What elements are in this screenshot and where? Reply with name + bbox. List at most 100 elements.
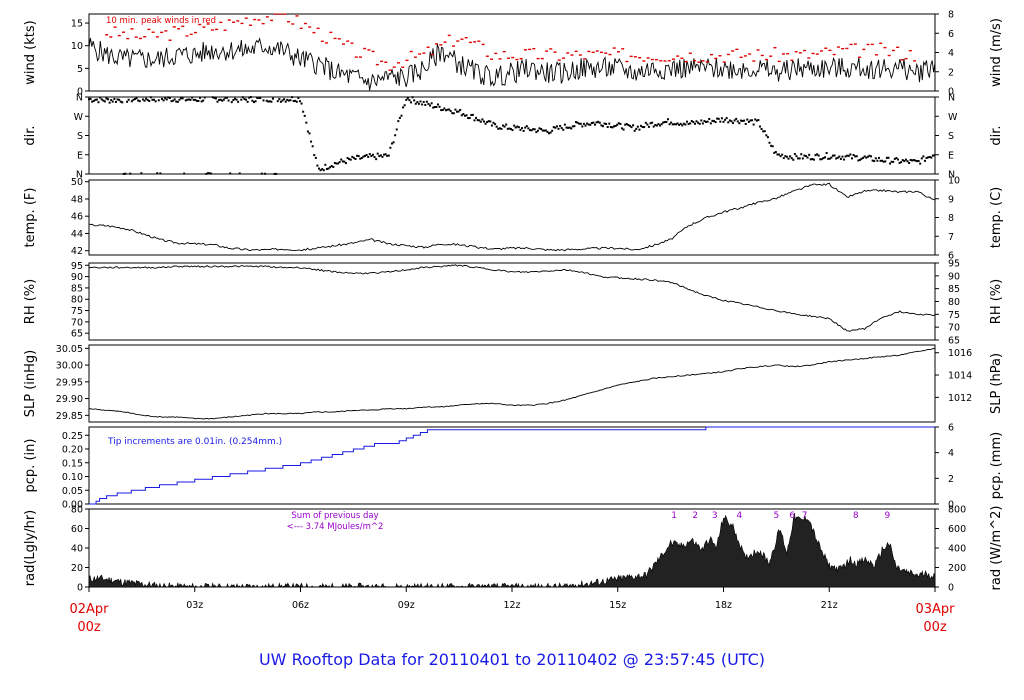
direction-point: [906, 160, 909, 163]
direction-point: [698, 122, 701, 125]
direction-point: [241, 96, 244, 99]
wind-peak-mark: [616, 51, 620, 53]
temperature-left-tick-label: 48: [71, 194, 83, 205]
direction-point: [752, 123, 755, 126]
wind-peak-mark: [143, 36, 147, 38]
direction-point: [536, 129, 539, 132]
direction-point: [335, 162, 338, 165]
wind-peak-mark: [777, 60, 781, 63]
direction-point: [565, 126, 568, 129]
direction-point: [646, 123, 649, 126]
wind-peak-mark: [667, 60, 671, 62]
precipitation-left-tick-label: 0.15: [62, 458, 83, 469]
direction-point: [725, 117, 728, 120]
direction-point: [129, 172, 132, 175]
direction-point: [806, 156, 809, 159]
direction-point: [257, 96, 260, 99]
wind-peak-mark: [299, 27, 303, 30]
direction-point: [337, 162, 340, 165]
footer-title: UW Rooftop Data for 20110401 to 20110402…: [258, 650, 766, 669]
direction-point: [720, 117, 723, 120]
wind-peak-mark: [363, 47, 367, 50]
wind-peak-mark: [523, 49, 527, 51]
wind-peak-mark: [655, 58, 659, 61]
wind-peak-mark: [320, 40, 324, 43]
wind-peak-mark: [236, 20, 240, 22]
wind-peak-mark: [265, 16, 269, 18]
wind-peak-mark: [891, 49, 895, 52]
wind-peak-mark: [638, 56, 642, 59]
direction-point: [874, 157, 877, 160]
wind-left-tick-label: 15: [71, 19, 83, 30]
direction-point: [124, 172, 127, 175]
wind-peak-mark: [735, 48, 739, 51]
direction-point: [279, 100, 282, 103]
wind-peak-mark: [177, 28, 181, 30]
wind-peak-mark: [866, 43, 870, 46]
direction-point: [111, 100, 114, 103]
direction-point: [817, 154, 820, 157]
wind-peak-mark: [819, 50, 823, 52]
precipitation-left-axis-label: pcp. (in): [23, 439, 38, 493]
direction-point: [811, 158, 814, 161]
direction-point: [230, 101, 233, 104]
direction-point: [814, 154, 817, 157]
direction-point: [245, 98, 248, 101]
wind-peak-mark: [354, 56, 358, 58]
direction-left-tick-label: E: [77, 150, 83, 161]
direction-point: [88, 98, 90, 101]
direction-point: [525, 125, 528, 128]
radiation-right-axis-label: rad (W/m^2): [989, 506, 1004, 591]
direction-point: [316, 164, 319, 167]
wind-peak-mark: [164, 30, 168, 32]
wind-peak-mark: [587, 50, 591, 53]
direction-point: [143, 99, 146, 102]
direction-point: [787, 157, 790, 160]
direction-point: [441, 109, 444, 112]
direction-point: [682, 122, 685, 125]
direction-point: [256, 96, 259, 99]
radiation-peak-marker: 2: [692, 511, 698, 521]
direction-point: [180, 97, 183, 100]
direction-point: [833, 154, 836, 157]
direction-point: [202, 99, 205, 102]
direction-point: [476, 119, 479, 122]
temperature-line: [88, 182, 936, 252]
direction-point: [855, 155, 858, 158]
direction-point: [343, 160, 346, 163]
direction-point: [432, 106, 435, 109]
precipitation-right-tick-label: 2: [948, 474, 954, 485]
direction-point: [557, 127, 560, 130]
direction-point: [203, 96, 206, 99]
wind-peak-mark: [583, 58, 587, 60]
direction-point: [222, 98, 225, 101]
radiation-right-tick-label: 0: [948, 583, 954, 594]
direction-point: [857, 159, 860, 162]
radiation-peak-marker: 7: [802, 511, 808, 521]
direction-point: [800, 153, 803, 156]
radiation-peak-marker: 3: [712, 511, 718, 521]
direction-point: [684, 123, 687, 126]
direction-point: [344, 162, 347, 165]
direction-right-tick-label: E: [948, 150, 954, 161]
direction-point: [505, 123, 508, 126]
direction-point: [827, 157, 830, 160]
direction-point: [914, 159, 917, 162]
direction-point: [275, 172, 278, 175]
direction-point: [122, 172, 125, 175]
wind-peak-mark: [291, 23, 295, 25]
direction-point: [754, 118, 757, 121]
direction-point: [711, 119, 714, 122]
direction-point: [858, 158, 861, 161]
wind-peak-mark: [396, 62, 400, 64]
time-tick-label: 12z: [503, 600, 520, 611]
wind-peak-mark: [853, 43, 857, 45]
direction-point: [606, 126, 609, 129]
wind-peak-mark: [760, 54, 764, 57]
direction-point: [733, 119, 736, 122]
direction-point: [727, 121, 730, 124]
direction-point: [849, 153, 852, 156]
wind-peak-mark: [498, 58, 502, 60]
temperature-left-tick-label: 46: [71, 212, 83, 223]
direction-point: [479, 120, 482, 123]
